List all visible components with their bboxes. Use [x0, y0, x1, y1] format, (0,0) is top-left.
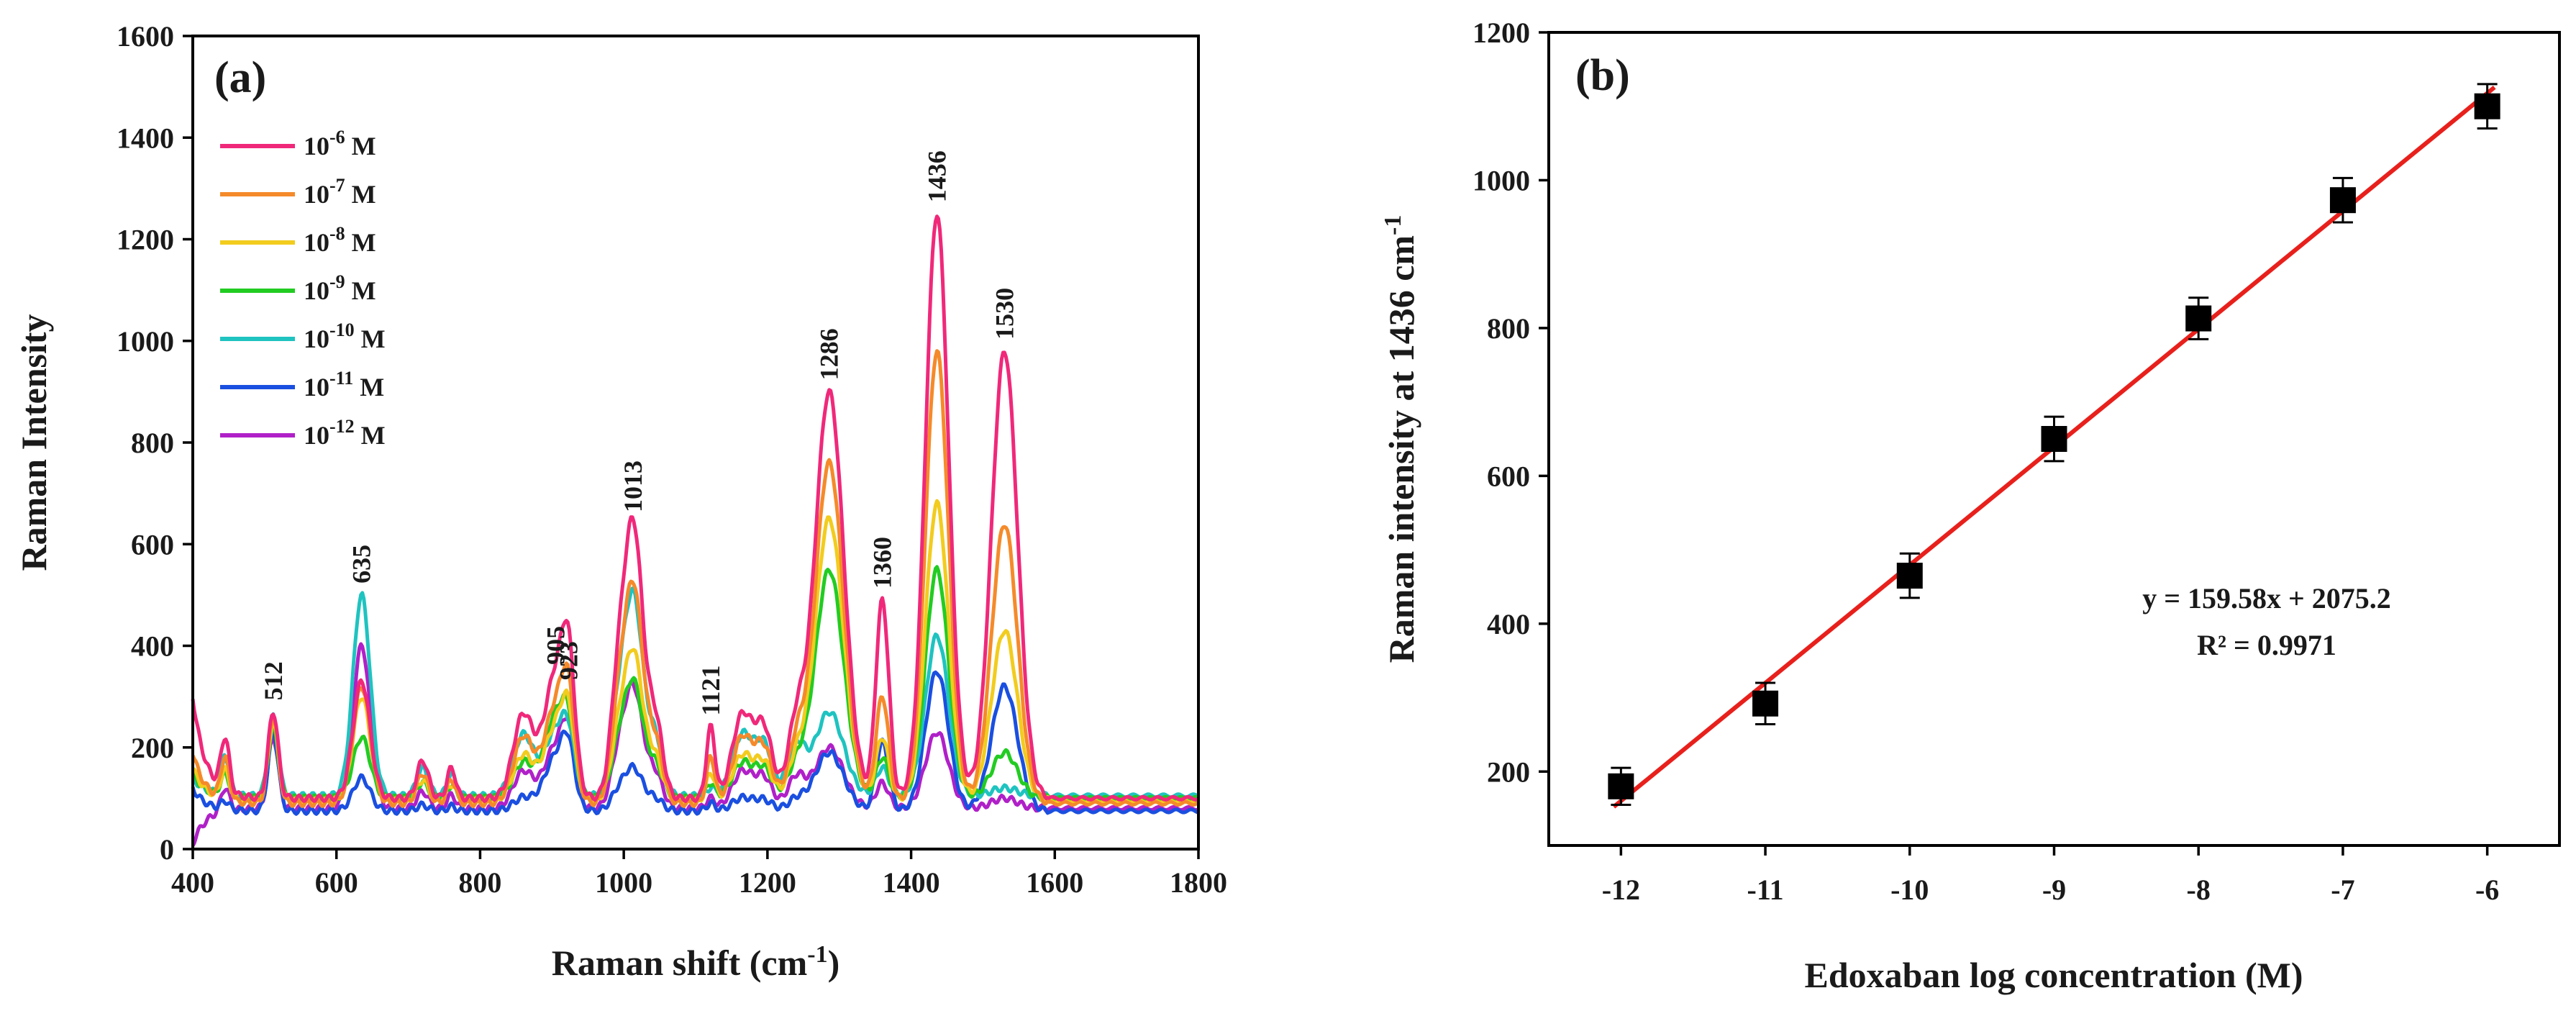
peak-label: 1286 — [815, 328, 844, 380]
panel-b-chart: -12 -11 -10 -9 -8 -7 -6 200 400 600 800 1000 1200 (b… — [1380, 17, 2561, 995]
panel-a-plot-frame — [191, 35, 1200, 851]
legend-label: 10-6 M — [304, 127, 376, 160]
panel-b-x-tick-label: -6 — [2475, 874, 2499, 906]
peak-label: 512 — [259, 661, 288, 700]
square-marker — [2474, 93, 2500, 119]
panel-b-y-tick-label: 800 — [1487, 312, 1530, 345]
panel-b-y-tick-label: 1000 — [1473, 164, 1530, 196]
square-marker — [1752, 690, 1779, 717]
spectrum-line-neg6 — [191, 214, 1200, 803]
legend-label: 10-10 M — [304, 319, 386, 353]
legend-label: 10-9 M — [304, 271, 376, 305]
panel-b-y-tick-label: 1200 — [1473, 17, 1530, 49]
panel-b-x-tick-label: -9 — [2042, 874, 2066, 906]
peak-label: 635 — [347, 545, 376, 584]
panel-a-y-tick-label: 1400 — [117, 122, 174, 154]
panel-a-ticks: 400 600 800 1000 1200 1400 1600 1800 0 200 400 600 8… — [117, 20, 1227, 899]
panel-b-y-axis-title: Raman intensity at 1436 cm-1 — [1380, 215, 1422, 663]
legend-label: 10-7 M — [304, 175, 376, 209]
panel-a-y-tick-label: 800 — [131, 427, 174, 459]
panel-b-ticks: -12 -11 -10 -9 -8 -7 -6 200 400 600 800 1000 1200 — [1473, 17, 2499, 906]
data-point — [2329, 176, 2356, 224]
data-point — [2041, 415, 2067, 463]
data-point — [1752, 681, 1779, 726]
panel-a-x-axis-title: Raman shift (cm-1) — [552, 941, 840, 984]
panel-a-y-tick-label: 1000 — [117, 325, 174, 358]
panel-b-x-axis-title: Edoxaban log concentration (M) — [1804, 955, 2303, 995]
panel-a-x-tick-label: 1400 — [883, 866, 940, 899]
data-point — [2185, 296, 2212, 340]
panel-a-x-tick-label: 400 — [171, 866, 214, 899]
panel-a-y-tick-label: 600 — [131, 528, 174, 561]
panel-a-y-tick-label: 400 — [131, 630, 174, 663]
panel-b-plot-frame — [1547, 31, 2561, 847]
fit-r-squared: R² = 0.9971 — [2197, 629, 2336, 661]
square-marker — [2329, 187, 2356, 214]
spectrum-line-neg9 — [191, 565, 1200, 804]
panel-b-x-tick-label: -10 — [1890, 874, 1929, 906]
fit-equation: y = 159.58x + 2075.2 — [2142, 582, 2391, 614]
peak-label: 1013 — [619, 461, 647, 512]
panel-a-x-tick-label: 1200 — [739, 866, 796, 899]
square-marker — [2185, 305, 2212, 332]
panel-b-y-tick-label: 600 — [1487, 460, 1530, 492]
legend-label: 10-12 M — [304, 416, 386, 450]
panel-a-y-tick-label: 200 — [131, 732, 174, 764]
peak-label: 1530 — [990, 288, 1019, 340]
square-marker — [1608, 773, 1634, 799]
legend-label: 10-8 M — [304, 223, 376, 257]
data-point — [2474, 83, 2500, 130]
spectrum-line-neg8 — [191, 499, 1199, 806]
panel-a-x-tick-label: 1600 — [1026, 866, 1083, 899]
panel-b-label: (b) — [1575, 51, 1630, 100]
panel-a-chart: 400 600 800 1000 1200 1400 1600 1800 0 200 400 600 8… — [14, 20, 1227, 983]
panel-b-data-points — [1608, 83, 2500, 806]
panel-a-y-axis-title: Raman Intensity — [14, 314, 54, 571]
panel-a-x-tick-label: 1800 — [1170, 866, 1227, 899]
panel-b-x-tick-label: -11 — [1747, 874, 1784, 906]
square-marker — [1896, 563, 1923, 589]
panel-a-x-tick-label: 1000 — [595, 866, 652, 899]
peak-label: 1360 — [868, 537, 897, 589]
spectrum-line-neg7 — [191, 349, 1200, 809]
panel-b-y-tick-label: 400 — [1487, 608, 1530, 640]
panel-b-y-tick-label: 200 — [1487, 756, 1530, 788]
data-point — [1608, 766, 1634, 806]
panel-a-y-tick-label: 1600 — [117, 20, 174, 53]
square-marker — [2041, 426, 2067, 452]
peak-label: 1436 — [923, 150, 952, 202]
panel-a-x-tick-label: 600 — [315, 866, 358, 899]
data-point — [1896, 552, 1923, 599]
peak-label: 1121 — [696, 665, 725, 715]
panel-b-x-tick-label: -7 — [2331, 874, 2354, 906]
panel-a-spectra — [191, 214, 1200, 847]
panel-a-label: (a) — [214, 53, 266, 102]
panel-a-legend: 10-6 M 10-7 M 10-8 M 10-9 M 10-10 M 10-11 M 10… — [220, 127, 386, 450]
panel-a-y-tick-label: 0 — [160, 833, 174, 866]
legend-label: 10-11 M — [304, 368, 384, 402]
panel-b-x-tick-label: -12 — [1602, 874, 1640, 906]
peak-label: 923 — [554, 641, 583, 680]
panel-a-y-tick-label: 1200 — [117, 224, 174, 256]
panel-b-x-tick-label: -8 — [2187, 874, 2211, 906]
peak-label: 905 — [541, 626, 570, 665]
panel-a-x-tick-label: 800 — [458, 866, 501, 899]
